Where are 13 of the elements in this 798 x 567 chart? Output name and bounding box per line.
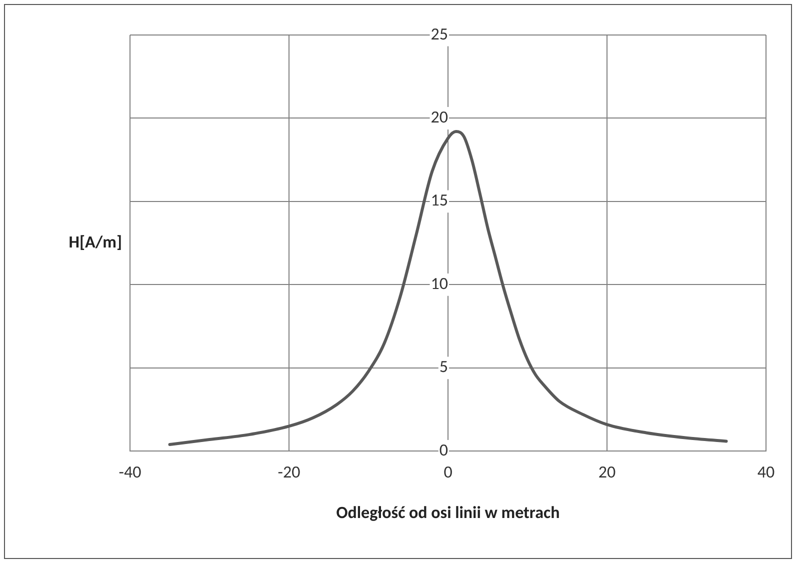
x-tick-label: 20	[598, 462, 616, 483]
x-tick-label: 40	[757, 462, 775, 483]
x-axis-title: Odległość od osi linii w metrach	[336, 502, 560, 524]
y-tick-label: 25	[430, 23, 448, 44]
y-tick-label: 5	[439, 356, 448, 378]
y-tick-label: 20	[430, 106, 448, 128]
y-axis-title: H[A/m]	[68, 231, 122, 252]
x-tick-label: -40	[118, 462, 142, 483]
x-tick-label: -20	[278, 462, 301, 483]
y-tick-label: 0	[439, 439, 448, 460]
y-tick-label: 15	[430, 190, 448, 211]
y-tick-label: 10	[430, 272, 448, 294]
line-series	[168, 130, 728, 446]
